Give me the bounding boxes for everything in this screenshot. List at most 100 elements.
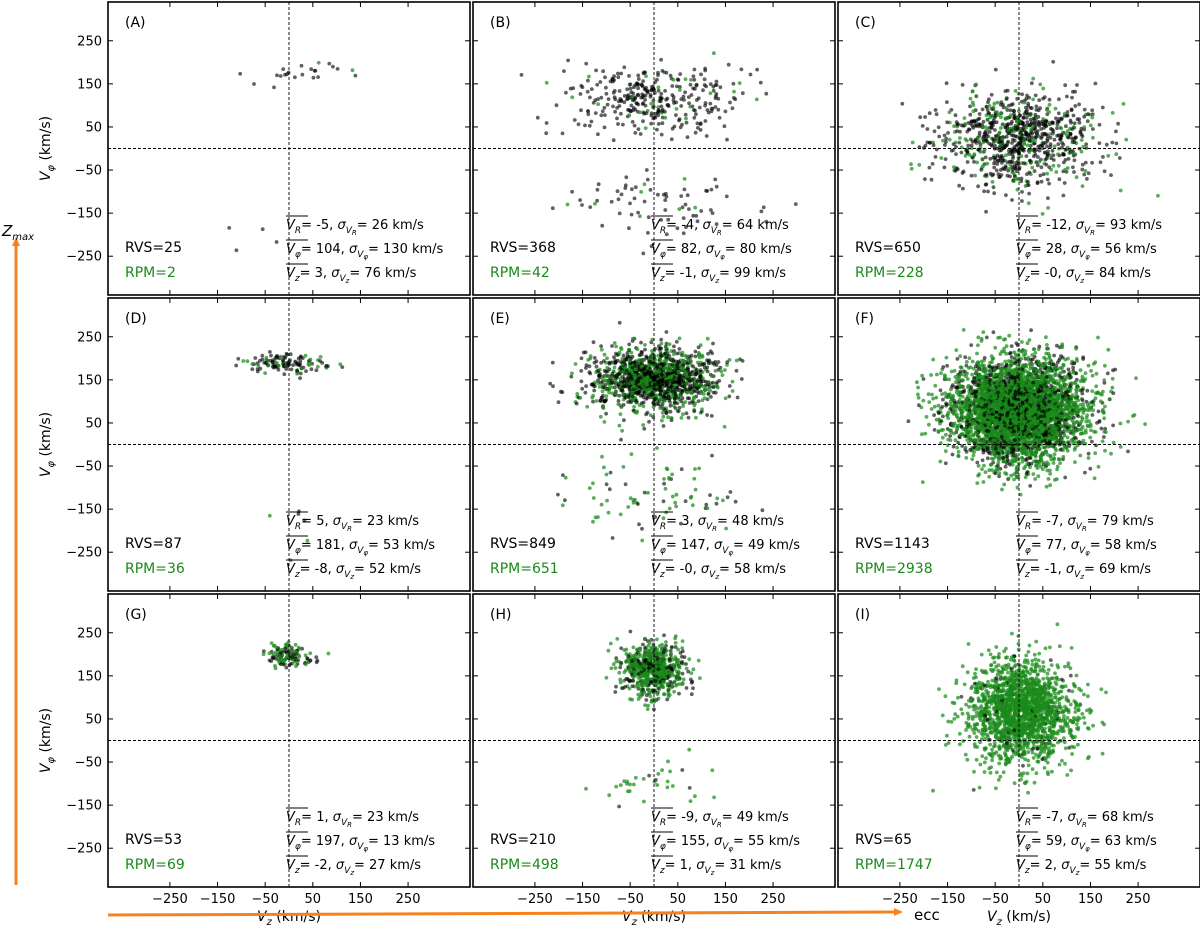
rvs-point (1014, 341, 1019, 346)
rpm-point (999, 126, 1003, 130)
rvs-point (974, 94, 979, 99)
rpm-point (1000, 136, 1004, 141)
rvs-point (653, 374, 658, 379)
rvs-point (590, 382, 595, 387)
rpm-point (1110, 111, 1115, 115)
rvs-point (591, 399, 595, 404)
rvs-point (1004, 134, 1009, 139)
rvs-point (696, 399, 701, 403)
rvs-point (944, 140, 948, 144)
rvs-point (709, 395, 713, 399)
rvs-point (984, 172, 989, 177)
rpm-point (671, 352, 676, 357)
rvs-point (1038, 106, 1042, 110)
rvs-point (661, 499, 666, 504)
rpm-point (656, 105, 661, 109)
rpm-point (710, 374, 714, 378)
rvs-point (610, 536, 615, 540)
y-tick-label: −50 (75, 164, 102, 179)
rvs-point (1008, 108, 1013, 113)
rvs-point (688, 372, 692, 377)
rvs-point (284, 351, 289, 356)
rvs-point (713, 177, 718, 182)
rpm-point (308, 357, 313, 362)
rpm-point (954, 405, 959, 409)
rpm-point (1118, 188, 1123, 193)
rvs-point (604, 85, 608, 90)
rpm-point (705, 506, 710, 511)
rvs-point (642, 426, 647, 431)
rvs-point (1060, 141, 1064, 145)
rpm-point (1004, 105, 1009, 110)
rpm-point (591, 481, 595, 486)
rvs-point (683, 112, 688, 117)
rvs-point (640, 350, 644, 354)
rvs-point (676, 409, 681, 414)
rvs-point (669, 137, 674, 142)
rvs-point (633, 131, 638, 135)
rpm-point (1023, 475, 1028, 480)
rpm-point (1022, 137, 1027, 142)
rvs-point (648, 188, 653, 192)
rvs-point (967, 127, 972, 132)
rpm-point (273, 360, 278, 365)
rvs-point (673, 406, 678, 410)
rvs-point (1097, 141, 1102, 146)
rpm-point (944, 395, 948, 399)
rpm-point (1073, 152, 1078, 157)
rpm-point (1015, 119, 1019, 124)
rpm-count: RPM=651 (490, 561, 559, 577)
rvs-point (713, 360, 718, 364)
rpm-point (1062, 111, 1067, 116)
rvs-point (623, 186, 628, 191)
rvs-point (1064, 124, 1068, 129)
rpm-point (679, 416, 684, 420)
rvs-point (596, 182, 601, 187)
rvs-point (932, 129, 937, 134)
rvs-point (282, 364, 287, 369)
rpm-point (688, 104, 693, 109)
rvs-point (641, 251, 646, 256)
rpm-point (976, 343, 980, 348)
rvs-point (677, 118, 681, 123)
rpm-point (1109, 451, 1113, 456)
rvs-point (627, 342, 632, 347)
rvs-point (624, 175, 629, 180)
rpm-point (1051, 461, 1056, 465)
rpm-point (295, 371, 299, 376)
rvs-point (1029, 106, 1034, 110)
rpm-point (597, 385, 602, 389)
rpm-point (587, 74, 591, 79)
vz-stat: Vz= -8, σVz= 52 km/s (286, 562, 421, 581)
rpm-point (1051, 163, 1056, 168)
rvs-point (636, 86, 640, 91)
rpm-point (1081, 144, 1086, 149)
rvs-point (755, 67, 759, 72)
rvs-point (1005, 88, 1010, 93)
rvs-point (1050, 148, 1055, 153)
rvs-point (599, 113, 604, 118)
rpm-count: RPM=36 (125, 561, 185, 577)
rpm-point (664, 466, 669, 471)
rpm-point (670, 472, 674, 477)
rvs-point (1085, 177, 1089, 181)
rpm-point (962, 116, 967, 120)
rvs-point (656, 122, 661, 126)
rvs-point (1070, 127, 1075, 131)
rvs-point (302, 518, 307, 523)
rvs-point (660, 121, 665, 126)
rvs-point (1071, 165, 1075, 170)
rvs-point (1063, 475, 1068, 480)
rvs-point (705, 358, 709, 363)
rvs-point (1012, 115, 1017, 120)
rvs-point (644, 397, 649, 401)
rvs-point (611, 138, 616, 143)
y-tick-label: −250 (66, 250, 102, 265)
rvs-point (642, 371, 647, 376)
rvs-point (727, 384, 732, 388)
rvs-point (324, 363, 329, 368)
rpm-point (1025, 143, 1030, 148)
rpm-point (1073, 460, 1077, 464)
rvs-point (685, 396, 690, 401)
rpm-point (682, 177, 687, 181)
